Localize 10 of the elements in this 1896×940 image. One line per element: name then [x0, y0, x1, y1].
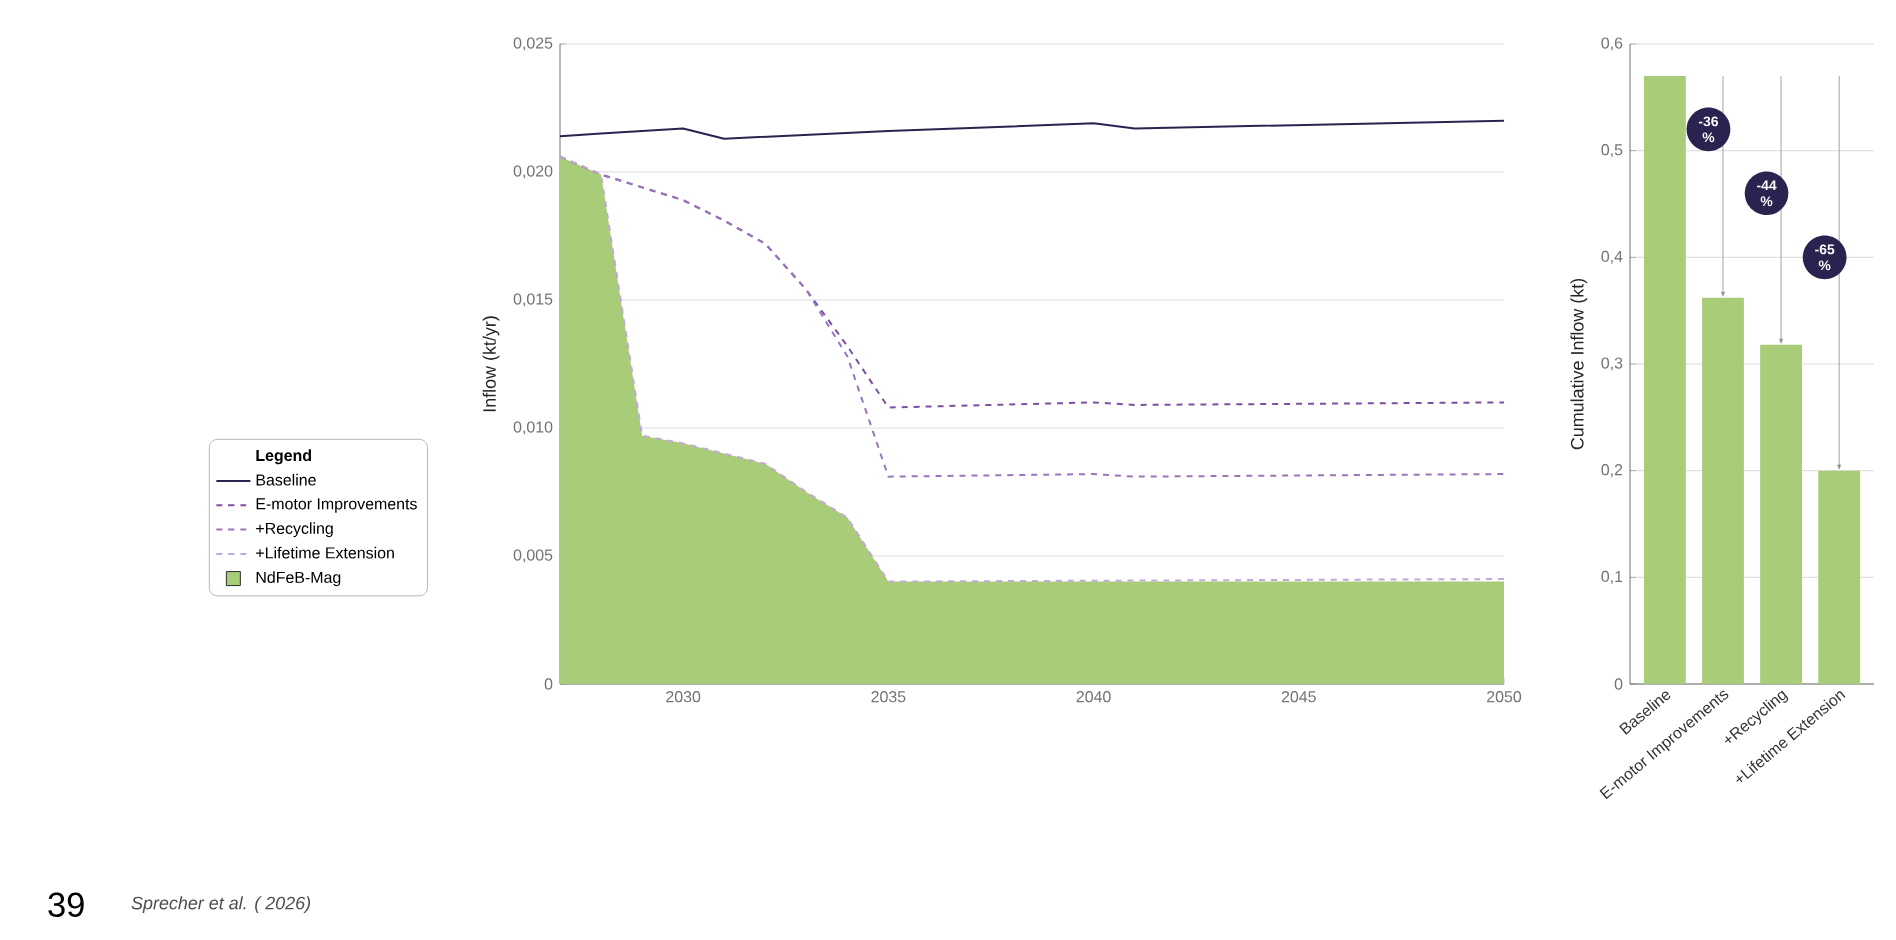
bar: [1760, 344, 1802, 684]
text: Sprecher et al. ( 2026): [131, 896, 311, 913]
y-axis-title: Inflow (kt/yr): [482, 316, 500, 412]
line-series: [560, 119, 1505, 140]
bar: [1643, 76, 1686, 684]
line-series: [560, 155, 1505, 583]
y-axis-title: Cumulative Inflow (kt): [1570, 278, 1588, 450]
bar: [1818, 470, 1861, 684]
text: 39: [48, 892, 84, 917]
bar: [1702, 297, 1744, 684]
